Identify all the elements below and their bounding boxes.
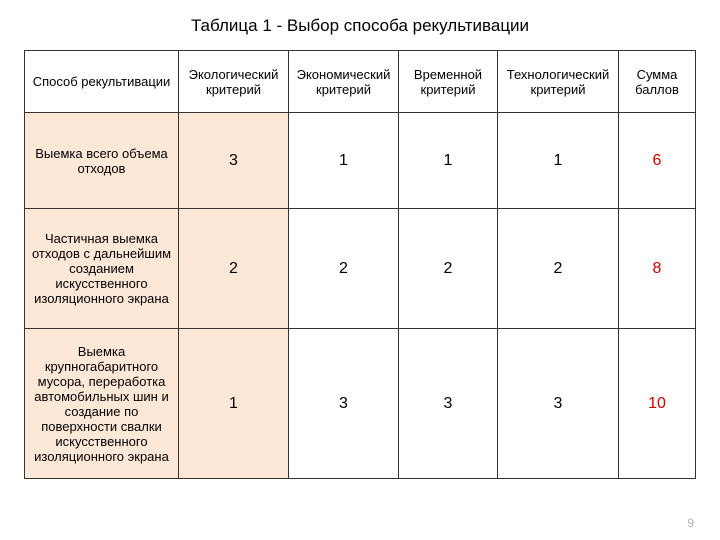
- col-header-technological: Технологический критерий: [498, 51, 619, 113]
- cell-value: 3: [399, 329, 498, 479]
- table-row: Частичная выемка отходов с дальнейшим со…: [25, 209, 696, 329]
- table-title: Таблица 1 - Выбор способа рекультивации: [24, 16, 696, 36]
- cell-value: 2: [289, 209, 399, 329]
- row-label: Выемка крупногабаритного мусора, перераб…: [25, 329, 179, 479]
- recultivation-table: Способ рекультивации Экологический крите…: [24, 50, 696, 479]
- table-row: Выемка крупногабаритного мусора, перераб…: [25, 329, 696, 479]
- cell-value: 1: [179, 329, 289, 479]
- col-header-method: Способ рекультивации: [25, 51, 179, 113]
- cell-value: 3: [289, 329, 399, 479]
- cell-value: 3: [498, 329, 619, 479]
- cell-value: 2: [498, 209, 619, 329]
- table-header-row: Способ рекультивации Экологический крите…: [25, 51, 696, 113]
- cell-sum: 6: [619, 113, 696, 209]
- cell-value: 1: [289, 113, 399, 209]
- col-header-sum: Сумма баллов: [619, 51, 696, 113]
- col-header-economic: Экономический критерий: [289, 51, 399, 113]
- cell-value: 1: [399, 113, 498, 209]
- row-label: Выемка всего объема отходов: [25, 113, 179, 209]
- row-label: Частичная выемка отходов с дальнейшим со…: [25, 209, 179, 329]
- col-header-ecological: Экологический критерий: [179, 51, 289, 113]
- cell-sum: 10: [619, 329, 696, 479]
- cell-value: 3: [179, 113, 289, 209]
- cell-value: 2: [399, 209, 498, 329]
- page-number: 9: [687, 516, 694, 530]
- cell-value: 2: [179, 209, 289, 329]
- table-row: Выемка всего объема отходов 3 1 1 1 6: [25, 113, 696, 209]
- cell-sum: 8: [619, 209, 696, 329]
- col-header-time: Временной критерий: [399, 51, 498, 113]
- cell-value: 1: [498, 113, 619, 209]
